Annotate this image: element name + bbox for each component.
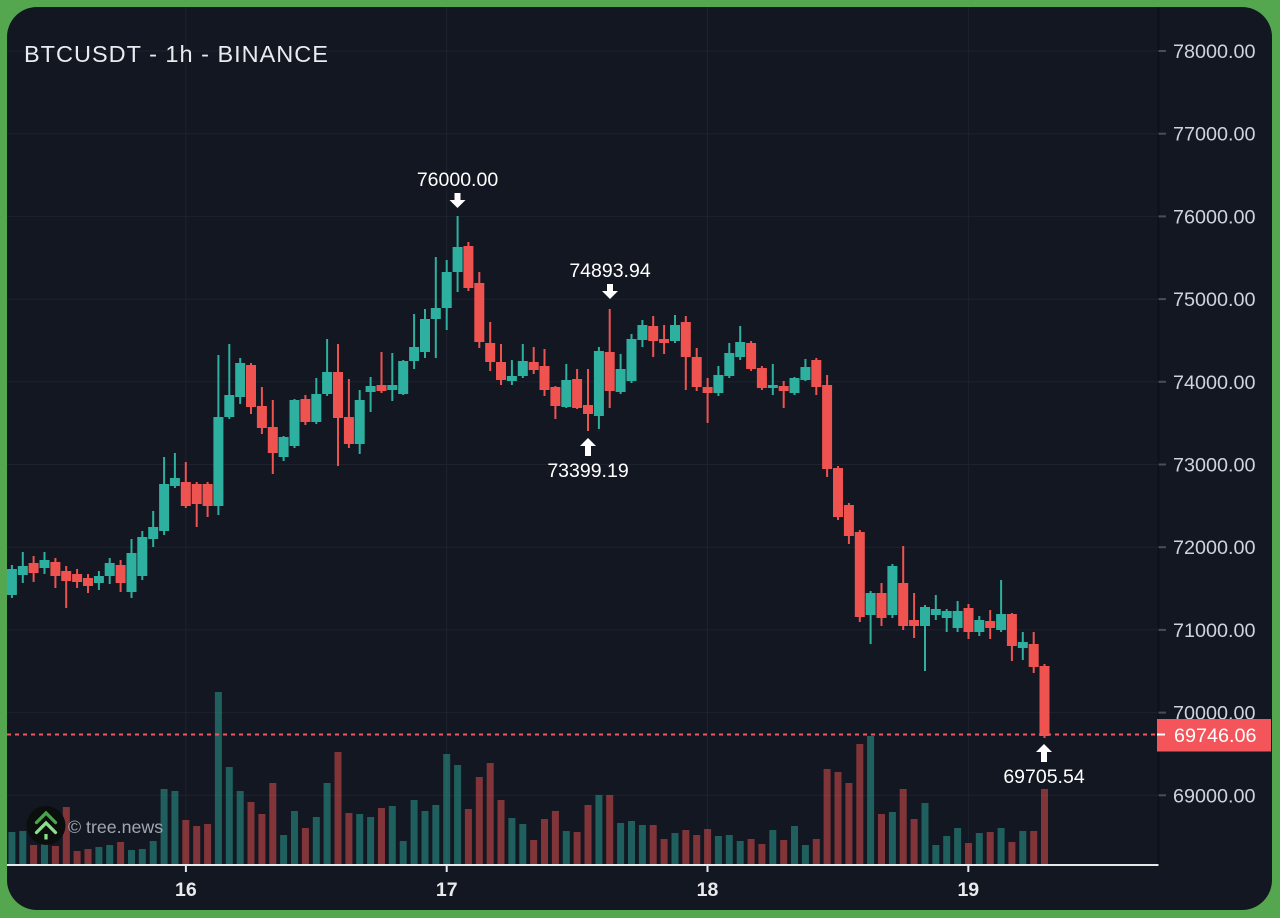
svg-text:75000.00: 75000.00 [1173,289,1256,311]
svg-text:16: 16 [175,879,197,901]
svg-text:74893.94: 74893.94 [569,260,650,282]
svg-text:19: 19 [957,879,979,901]
svg-text:69705.54: 69705.54 [1003,766,1084,788]
svg-text:76000.00: 76000.00 [417,169,498,191]
svg-text:77000.00: 77000.00 [1173,124,1256,146]
svg-text:71000.00: 71000.00 [1173,620,1256,642]
svg-text:© tree.news: © tree.news [68,817,163,837]
svg-text:73000.00: 73000.00 [1173,455,1256,477]
svg-text:BTCUSDT - 1h - BINANCE: BTCUSDT - 1h - BINANCE [24,41,329,67]
svg-text:18: 18 [697,879,719,901]
svg-text:72000.00: 72000.00 [1173,537,1256,559]
svg-text:69000.00: 69000.00 [1173,785,1256,807]
svg-text:76000.00: 76000.00 [1173,206,1256,228]
svg-text:74000.00: 74000.00 [1173,372,1256,394]
svg-text:69746.06: 69746.06 [1174,725,1257,747]
svg-text:73399.19: 73399.19 [547,460,628,482]
svg-text:17: 17 [436,879,458,901]
svg-text:78000.00: 78000.00 [1173,41,1256,63]
